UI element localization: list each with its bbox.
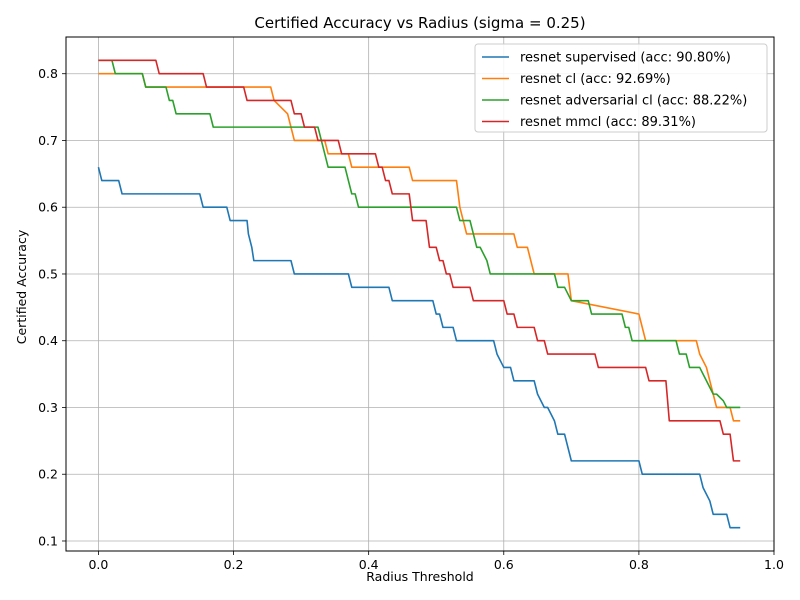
y-tick-label: 0.7 (38, 133, 58, 148)
x-tick-label: 0.4 (359, 557, 379, 572)
y-tick-label: 0.3 (38, 400, 58, 415)
x-tick-label: 0.6 (494, 557, 514, 572)
legend-box (474, 43, 768, 133)
y-tick-label: 0.4 (38, 333, 58, 348)
x-tick-label: 0.8 (629, 557, 649, 572)
y-tick-label: 0.6 (38, 200, 58, 215)
series-layer (97, 59, 741, 529)
series-line-0 (97, 166, 741, 529)
legend: resnet supervised (acc: 90.80%) resnet cl… (474, 43, 768, 133)
plot-frame (65, 36, 775, 552)
legend-label: resnet cl (acc: 92.69%) (520, 72, 671, 87)
y-tick-label: 0.8 (38, 66, 58, 81)
y-tick-label: 0.5 (38, 266, 58, 281)
chart-title: Certified Accuracy vs Radius (sigma = 0.… (254, 14, 585, 32)
x-tick-label: 0.0 (88, 557, 108, 572)
series-line-1 (98, 72, 741, 422)
x-axis-title: Radius Threshold (366, 569, 474, 584)
legend-label: resnet mmcl (acc: 89.31%) (520, 115, 696, 130)
x-tick-label: 0.2 (224, 557, 244, 572)
y-tick-label: 0.2 (38, 467, 58, 482)
legend-label: resnet supervised (acc: 90.80%) (520, 51, 731, 66)
y-tick-label: 0.1 (38, 533, 58, 548)
axes: 0.0 0.2 0.4 0.6 0.8 1.0 0.1 0.2 0.3 0.4 0.5 0.6 0.7 0… (38, 66, 784, 572)
series-line-3 (98, 59, 741, 462)
x-tick-label: 1.0 (764, 557, 784, 572)
legend-label: resnet adversarial cl (acc: 88.22%) (520, 94, 747, 109)
series-line-2 (98, 59, 741, 409)
y-axis-title: Certified Accuracy (14, 229, 29, 344)
